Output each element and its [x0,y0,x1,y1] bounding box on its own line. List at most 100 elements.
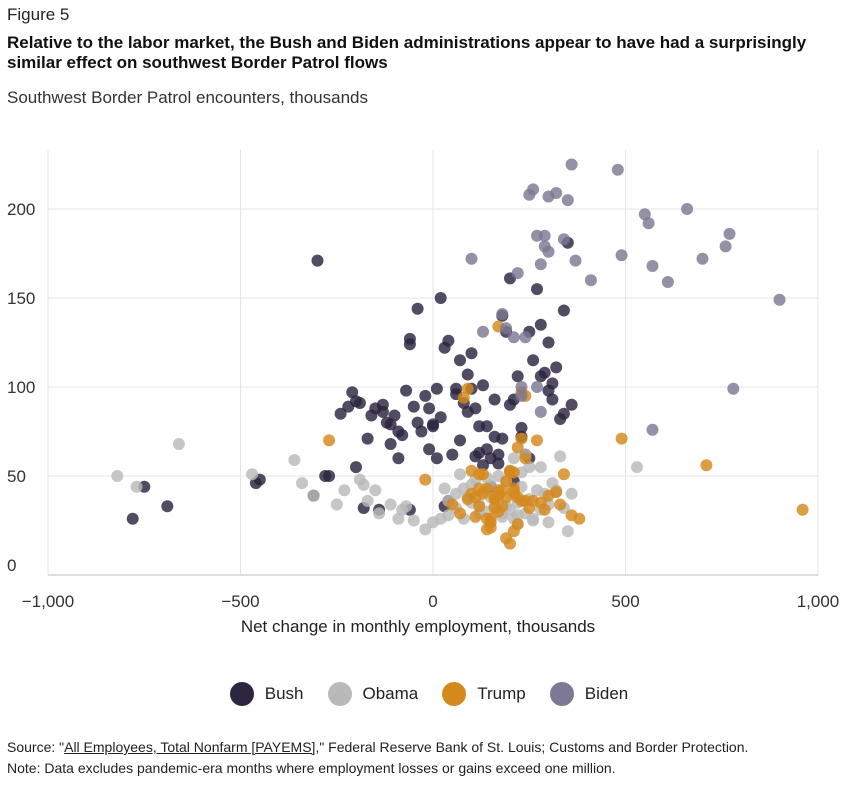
biden-point [511,267,524,280]
legend-label: Biden [584,684,629,703]
obama-point [172,438,185,450]
biden-point [527,183,540,196]
bush-point [565,398,578,411]
source-link[interactable]: All Employees, Total Nonfarm [PAYEMS] [64,739,316,755]
trump-point [446,498,459,511]
bush-point [531,283,543,296]
biden-point [696,252,709,265]
chart-legend: Bush Obama Trump Biden [0,682,858,706]
bush-point [411,302,424,315]
trump-point [469,510,482,523]
biden-point [531,381,543,393]
trump-point [323,434,336,447]
note-line: Note: Data excludes pandemic-era months … [7,760,616,776]
bush-point [511,370,524,383]
biden-point [542,245,555,258]
trump-point [473,500,486,513]
bush-point [161,500,174,513]
x-axis-ticks: −1,000 −500 0 500 1,000 [22,592,840,611]
legend-item-trump: Trump [442,682,526,706]
bush-point [496,432,509,445]
obama-point [307,489,320,502]
trump-point [492,505,505,518]
bush-point [477,379,489,392]
series-bush [126,236,578,525]
obama-point [450,487,463,500]
biden-point [557,233,570,246]
bush-point [434,292,447,304]
trump-point [515,432,528,445]
obama-point [246,468,259,481]
obama-point [534,461,547,474]
source-line: Source: "All Employees, Total Nonfarm [P… [7,737,852,758]
trump-point [465,487,478,500]
bush-point [403,332,416,345]
grid-lines [47,150,819,575]
bush-point [334,407,347,420]
series-biden [465,158,786,436]
x-tick-label: −1,000 [22,592,74,611]
x-axis-label: Net change in monthly employment, thousa… [241,617,595,636]
obama-point [400,500,413,513]
bush-point [550,361,563,374]
legend-item-biden: Biden [549,682,629,706]
obama-point [384,498,397,511]
obama-point [542,516,555,529]
bush-point [465,347,478,360]
biden-point [565,158,578,171]
y-tick-label: 0 [7,556,16,575]
source-suffix: ," Federal Reserve Bank of St. Louis; Cu… [315,739,749,755]
legend-label: Trump [477,684,526,703]
obama-point [330,498,343,511]
legend-swatch [442,682,467,706]
chart-subtitle: Southwest Border Patrol encounters, thou… [7,88,368,107]
bush-point [534,370,547,383]
bush-point [415,425,428,438]
obama-point [288,454,301,466]
biden-point [661,276,674,288]
bush-point [311,254,324,267]
bush-point [400,384,413,397]
data-points [111,158,809,550]
obama-point [361,494,374,507]
y-tick-label: 100 [7,378,35,397]
trump-point [615,432,628,445]
trump-point [500,491,513,504]
trump-point [700,459,713,472]
obama-point [561,525,574,538]
biden-point [534,405,547,418]
bush-point [392,425,405,438]
biden-point [561,194,574,207]
bush-point [407,400,420,413]
obama-point [111,470,124,482]
obama-point [357,478,370,491]
biden-point [550,187,563,199]
biden-point [507,331,520,344]
obama-point [296,477,309,490]
obama-point [527,512,540,525]
obama-point [419,523,432,536]
bush-point [492,448,505,461]
bush-point [480,420,493,433]
trump-point [557,468,570,481]
biden-point [500,322,513,335]
bush-point [350,461,362,474]
biden-point [642,217,655,230]
biden-point [719,240,732,253]
obama-point [369,484,382,497]
bush-point [361,432,374,445]
bush-point [323,470,336,482]
trump-point [454,507,466,520]
biden-point [773,293,786,306]
obama-point [407,514,420,527]
bush-point [450,382,463,395]
obama-point [554,450,567,463]
obama-point [130,480,143,493]
source-prefix: Source: " [7,739,65,755]
trump-point [519,452,532,465]
trump-point [480,512,493,525]
bush-point [515,421,528,434]
trump-point [473,468,486,481]
y-tick-label: 50 [7,467,26,486]
bush-point [430,452,443,465]
